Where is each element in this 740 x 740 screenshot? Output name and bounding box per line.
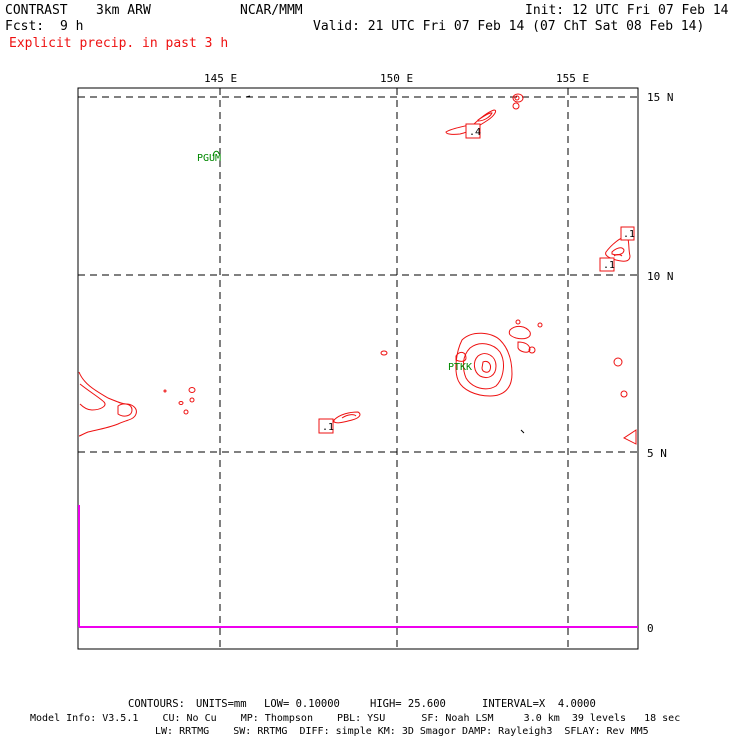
model-info-line2: LW: RRTMG SW: RRTMG DIFF: simple KM: 3D …: [155, 726, 649, 737]
precip-cell-central: [455, 332, 513, 397]
model-resolution: 3km ARW: [96, 3, 151, 18]
equator-boundary: [78, 505, 638, 628]
station-pgum: PGUM: [197, 150, 221, 164]
map-frame: [77, 87, 639, 650]
contour-label-north: .4: [465, 123, 481, 139]
grid-lines: [78, 88, 638, 649]
svg-text:.1: .1: [623, 229, 635, 240]
lat-label-equator: 0: [647, 622, 654, 635]
valid-time: Valid: 21 UTC Fri 07 Feb 14 (07 ChT Sat …: [313, 19, 705, 34]
precip-cell-west: [78, 371, 137, 437]
contour-label-east-lower: .1: [599, 257, 615, 272]
precip-cell-south: [333, 411, 361, 424]
svg-text:PTKK: PTKK: [448, 362, 472, 373]
svg-text:.1: .1: [603, 260, 615, 271]
forecast-hour: 9 h: [60, 19, 84, 34]
lat-label-10n: 10 N: [647, 270, 674, 283]
organization: NCAR/MMM: [240, 3, 303, 18]
contours-units: UNITS=mm: [196, 698, 247, 710]
forecast-label: Fcst:: [5, 19, 45, 34]
lon-label-145e: 145 E: [204, 72, 237, 85]
precip-contours: [78, 93, 637, 445]
contours-low: LOW= 0.10000: [264, 698, 340, 710]
station-ptkk: PTKK: [448, 362, 472, 373]
init-time: Init: 12 UTC Fri 07 Feb 14: [525, 3, 729, 18]
contours-label: CONTOURS:: [128, 698, 185, 710]
contour-label-east-upper: .1: [620, 226, 635, 241]
lat-label-15n: 15 N: [647, 91, 674, 104]
model-info-line1: Model Info: V3.5.1 CU: No Cu MP: Thompso…: [30, 713, 681, 724]
lon-label-155e: 155 E: [556, 72, 589, 85]
lon-label-150e: 150 E: [380, 72, 413, 85]
contours-high: HIGH= 25.600: [370, 698, 446, 710]
field-title: Explicit precip. in past 3 h: [9, 36, 229, 51]
contours-interval: INTERVAL=X 4.0000: [482, 698, 596, 710]
model-name: CONTRAST: [5, 3, 68, 18]
contour-label-south: .1: [318, 418, 334, 434]
lat-label-5n: 5 N: [647, 447, 667, 460]
svg-text:.4: .4: [469, 127, 481, 138]
coastlines: [245, 95, 525, 434]
svg-text:.1: .1: [322, 422, 334, 433]
svg-text:PGUM: PGUM: [197, 153, 221, 164]
